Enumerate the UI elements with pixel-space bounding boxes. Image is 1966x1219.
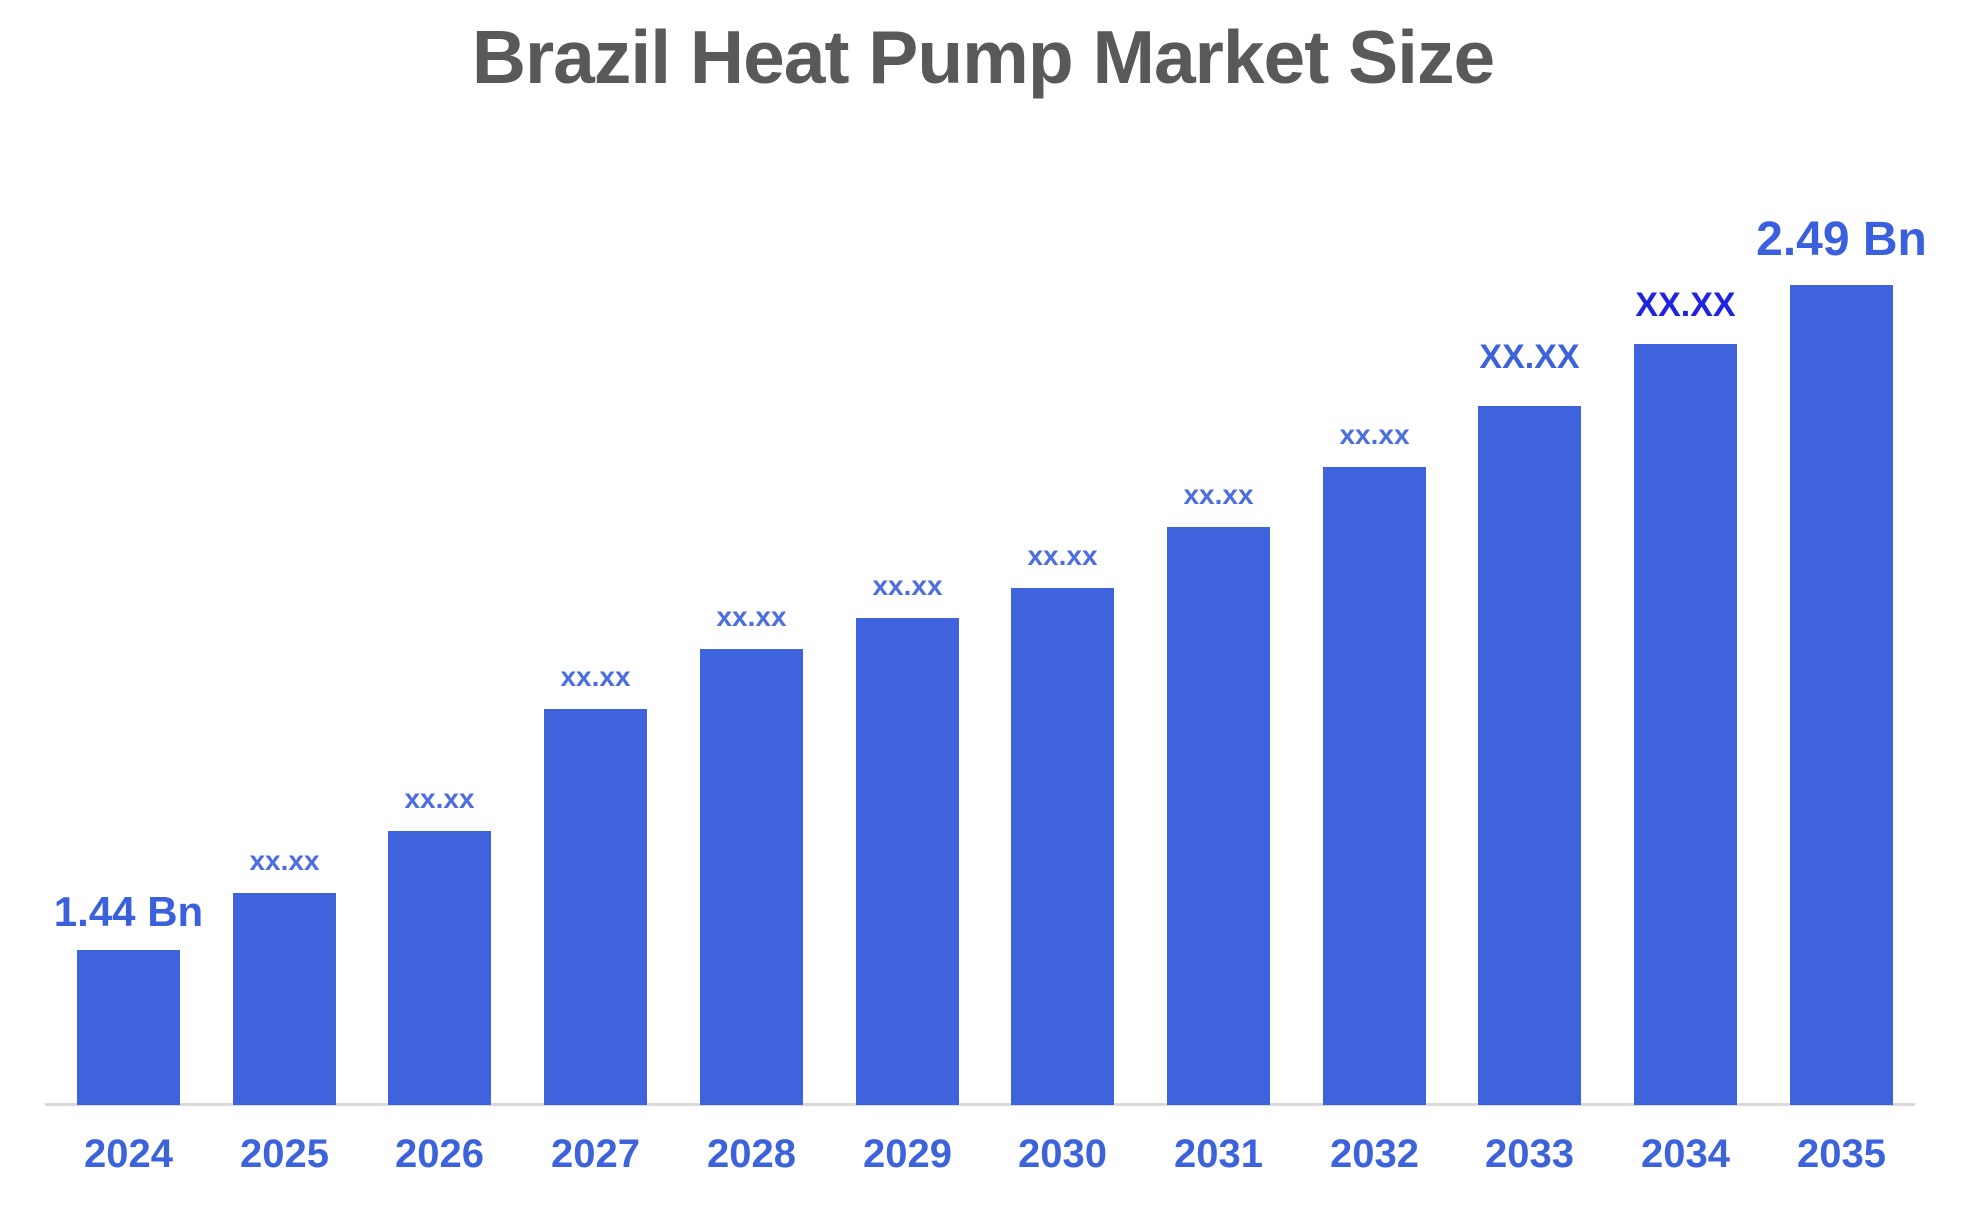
bar-value-label-2024: 1.44 Bn [53, 887, 204, 935]
x-tick-2033: 2033 [1485, 1132, 1574, 1176]
bar-value-label-2026: xx.xx [404, 782, 475, 814]
bar-value-label-2025: xx.xx [249, 844, 320, 876]
x-tick-2025: 2025 [240, 1132, 329, 1176]
bar-value-label-2028: xx.xx [716, 600, 787, 632]
bar-2028 [700, 649, 803, 1105]
bar-2029 [856, 618, 959, 1105]
x-tick-2027: 2027 [551, 1132, 640, 1176]
bar-2030 [1011, 588, 1114, 1105]
bar-2035 [1790, 285, 1893, 1105]
bar-value-label-2034: XX.XX [1635, 286, 1736, 325]
bar-2025 [233, 893, 336, 1105]
bar-2034 [1634, 344, 1737, 1105]
bar-2032 [1323, 467, 1426, 1105]
bar-2027 [544, 709, 647, 1105]
bar-value-label-2032: xx.xx [1339, 418, 1410, 450]
x-tick-2029: 2029 [863, 1132, 952, 1176]
x-tick-2026: 2026 [395, 1132, 484, 1176]
x-tick-2024: 2024 [84, 1132, 173, 1176]
bar-value-label-2031: xx.xx [1183, 478, 1254, 510]
bar-2031 [1167, 527, 1270, 1105]
bar-value-label-2033: XX.XX [1479, 338, 1580, 377]
chart-title: Brazil Heat Pump Market Size [471, 15, 1495, 99]
x-tick-2032: 2032 [1330, 1132, 1419, 1176]
x-tick-2034: 2034 [1641, 1132, 1730, 1176]
bar-2033 [1478, 406, 1581, 1105]
bar-2024 [77, 950, 180, 1105]
x-tick-2035: 2035 [1797, 1132, 1886, 1176]
bar-value-label-2027: xx.xx [560, 660, 631, 692]
x-tick-2028: 2028 [707, 1132, 796, 1176]
bar-value-label-2035: 2.49 Bn [1756, 212, 1927, 266]
x-tick-2030: 2030 [1018, 1132, 1107, 1176]
bar-2026 [388, 831, 491, 1105]
bar-value-label-2029: xx.xx [872, 569, 943, 601]
bar-value-label-2030: xx.xx [1027, 539, 1098, 571]
x-axis-line [45, 1103, 1915, 1106]
x-tick-2031: 2031 [1174, 1132, 1263, 1176]
